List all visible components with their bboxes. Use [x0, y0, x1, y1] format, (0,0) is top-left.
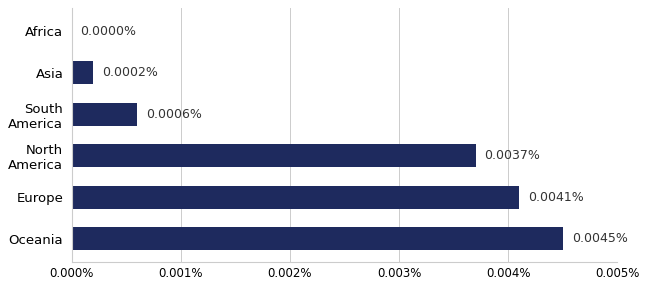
- Bar: [72, 228, 563, 250]
- Bar: [72, 144, 476, 167]
- Bar: [72, 186, 519, 209]
- Bar: [72, 103, 137, 126]
- Text: 0.0041%: 0.0041%: [528, 191, 584, 204]
- Text: 0.0037%: 0.0037%: [484, 149, 540, 162]
- Text: 0.0000%: 0.0000%: [80, 25, 136, 38]
- Bar: [72, 61, 93, 84]
- Text: 0.0006%: 0.0006%: [146, 108, 202, 121]
- Text: 0.0045%: 0.0045%: [572, 232, 627, 245]
- Text: 0.0002%: 0.0002%: [102, 66, 158, 79]
